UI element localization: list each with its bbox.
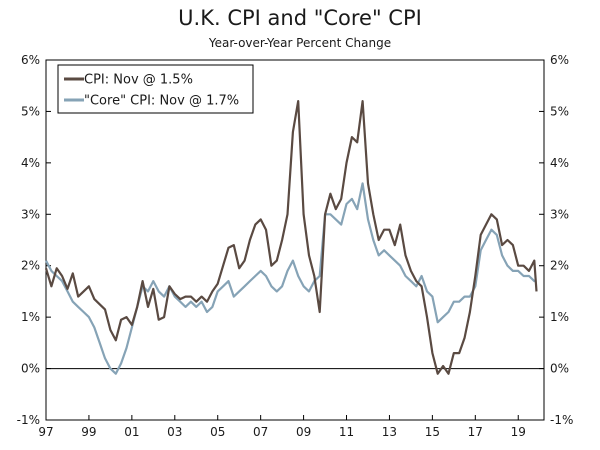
y-tick-label-right: -1% [550,413,573,427]
x-tick-label: 01 [124,425,139,439]
y-tick-label-right: 4% [550,156,569,170]
y-tick-label-right: 3% [550,207,569,221]
y-tick-label-right: 0% [550,362,569,376]
x-axis: 97 99 01 03 05 07 09 11 13 15 17 19 [38,415,526,439]
x-tick-label: 17 [468,425,483,439]
y-axis-right: 6% 5% 4% 3% 2% 1% 0% -1% [539,53,573,427]
y-tick-label-right: 1% [550,310,569,324]
x-tick-label: 05 [210,425,225,439]
x-tick-label: 11 [339,425,354,439]
legend-label-core-cpi: "Core" CPI: Nov @ 1.7% [84,94,239,109]
x-tick-label: 09 [296,425,311,439]
y-tick-label-right: 6% [550,53,569,67]
y-tick-label-left: 2% [21,259,40,273]
cpi-line [44,100,538,375]
y-tick-label-left: 0% [21,362,40,376]
x-tick-label: 03 [167,425,182,439]
y-tick-label-left: 4% [21,156,40,170]
y-tick-label-right: 5% [550,104,569,118]
y-tick-label-left: 1% [21,310,40,324]
chart-title: U.K. CPI and "Core" CPI [178,6,422,30]
legend-label-cpi: CPI: Nov @ 1.5% [84,73,193,88]
x-tick-label: 97 [38,425,53,439]
y-tick-label-left: -1% [17,413,40,427]
legend: CPI: Nov @ 1.5% "Core" CPI: Nov @ 1.7% [57,64,254,114]
core-cpi-line [45,182,537,375]
y-tick-label-left: 5% [21,104,40,118]
plot-frame [45,59,545,421]
x-tick-label: 99 [81,425,96,439]
x-tick-label: 13 [382,425,397,439]
x-tick-label: 07 [253,425,268,439]
x-tick-label: 15 [425,425,440,439]
y-tick-label-left: 3% [21,207,40,221]
legend-box [57,64,254,114]
chart-subtitle: Year-over-Year Percent Change [208,36,392,50]
x-tick-label: 19 [511,425,526,439]
y-tick-label-left: 6% [21,53,40,67]
y-tick-label-right: 2% [550,259,569,273]
